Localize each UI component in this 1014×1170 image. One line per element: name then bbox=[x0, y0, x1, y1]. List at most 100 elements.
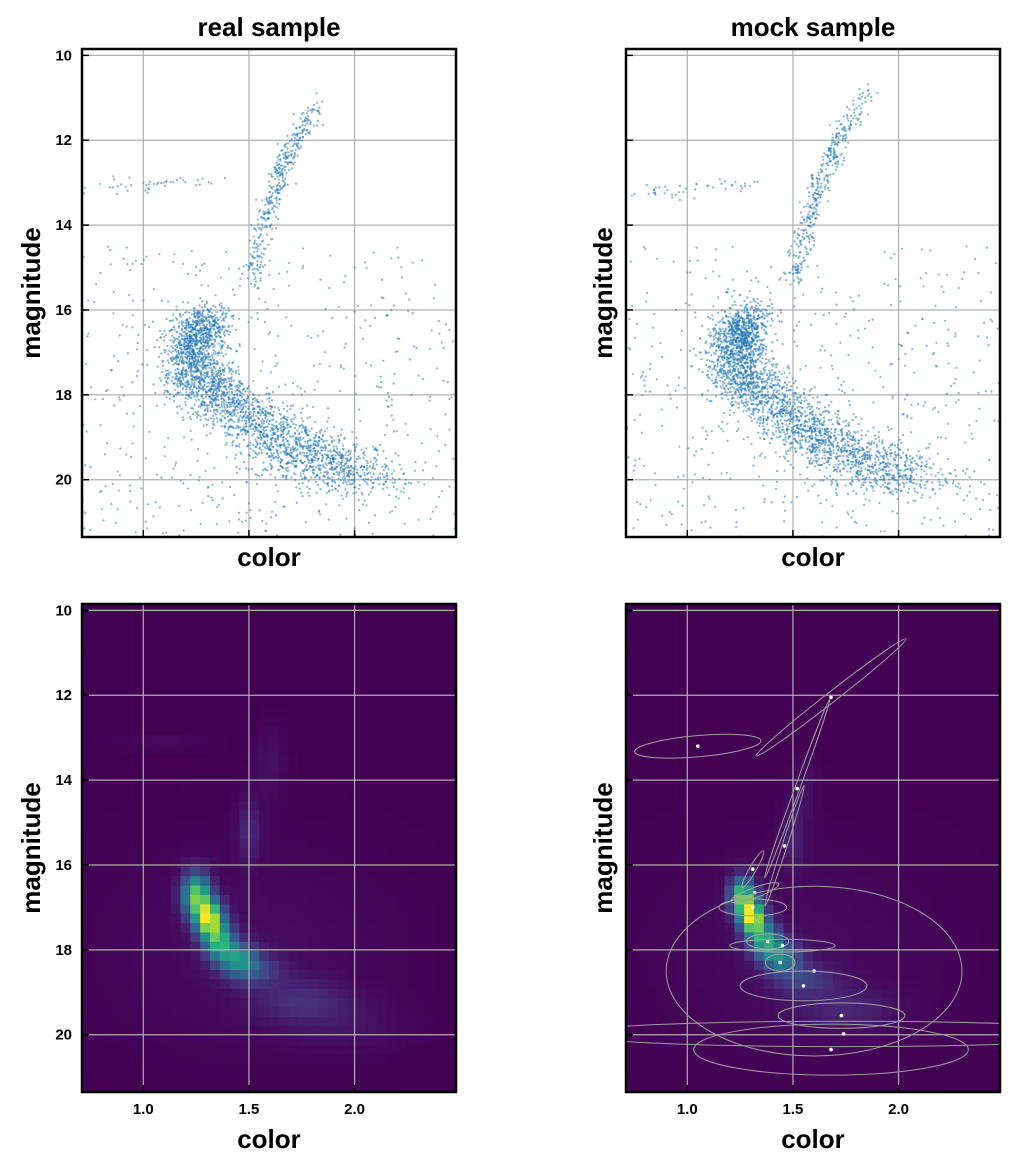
scatter-point bbox=[810, 387, 813, 390]
scatter-point bbox=[316, 124, 319, 127]
scatter-point bbox=[303, 454, 306, 457]
scatter-point bbox=[392, 418, 395, 421]
scatter-point bbox=[142, 181, 145, 184]
scatter-point bbox=[278, 174, 281, 177]
scatter-point bbox=[868, 499, 871, 502]
scatter-point bbox=[276, 163, 279, 167]
scatter-point bbox=[276, 187, 279, 190]
scatter-point bbox=[210, 316, 213, 319]
scatter-point bbox=[297, 433, 301, 436]
scatter-point bbox=[224, 413, 227, 416]
scatter-point bbox=[271, 228, 274, 231]
scatter-point bbox=[183, 337, 187, 340]
scatter-point bbox=[287, 446, 290, 449]
scatter-point bbox=[330, 454, 333, 457]
scatter-point bbox=[363, 465, 366, 468]
scatter-point bbox=[784, 405, 788, 408]
scatter-point bbox=[263, 435, 266, 438]
scatter-point bbox=[252, 412, 255, 415]
scatter-point bbox=[340, 494, 343, 497]
scatter-point bbox=[348, 466, 351, 469]
scatter-point bbox=[309, 462, 312, 465]
scatter-point bbox=[196, 310, 199, 313]
scatter-point bbox=[734, 303, 737, 306]
scatter-point bbox=[717, 358, 720, 361]
scatter-point bbox=[205, 349, 208, 352]
scatter-point bbox=[763, 371, 766, 374]
scatter-point bbox=[808, 420, 811, 423]
scatter-point bbox=[272, 457, 275, 460]
scatter-point bbox=[202, 335, 205, 338]
scatter-point bbox=[214, 294, 217, 297]
scatter-point bbox=[194, 311, 197, 314]
scatter-point bbox=[819, 401, 822, 404]
scatter-point bbox=[275, 216, 278, 219]
scatter-point bbox=[258, 405, 261, 408]
scatter-point bbox=[780, 401, 784, 404]
scatter-point bbox=[920, 475, 923, 478]
scatter-point bbox=[294, 182, 298, 185]
scatter-point bbox=[442, 379, 445, 382]
scatter-point bbox=[879, 476, 882, 479]
scatter-point bbox=[394, 505, 397, 509]
scatter-point bbox=[306, 442, 309, 445]
scatter-point bbox=[355, 436, 358, 439]
scatter-point bbox=[327, 476, 330, 479]
scatter-point bbox=[710, 334, 713, 337]
scatter-point bbox=[262, 419, 266, 423]
scatter-point bbox=[218, 389, 221, 393]
scatter-point bbox=[761, 373, 764, 376]
scatter-point bbox=[787, 425, 790, 428]
scatter-point bbox=[173, 388, 177, 391]
scatter-point bbox=[188, 311, 191, 314]
scatter-point bbox=[225, 250, 228, 254]
scatter-point bbox=[255, 473, 259, 476]
scatter-point bbox=[808, 408, 812, 411]
scatter-point bbox=[193, 395, 196, 398]
scatter-point bbox=[268, 400, 271, 403]
scatter-point bbox=[217, 398, 220, 402]
scatter-point bbox=[184, 353, 188, 356]
scatter-point bbox=[195, 386, 198, 389]
scatter-point bbox=[318, 513, 322, 516]
scatter-point bbox=[282, 467, 285, 470]
scatter-point bbox=[152, 383, 155, 386]
scatter-point bbox=[217, 342, 220, 345]
scatter-point bbox=[779, 408, 782, 411]
scatter-point bbox=[188, 394, 191, 397]
scatter-point bbox=[317, 119, 320, 122]
scatter-point bbox=[210, 338, 213, 341]
scatter-point bbox=[386, 392, 389, 395]
scatter-point bbox=[384, 475, 387, 478]
scatter-point bbox=[402, 472, 406, 475]
scatter-point bbox=[832, 449, 835, 452]
scatter-point bbox=[814, 432, 818, 435]
scatter-point bbox=[762, 343, 765, 347]
scatter-point bbox=[296, 154, 299, 157]
scatter-point bbox=[270, 434, 273, 437]
scatter-point bbox=[758, 372, 762, 375]
scatter-point bbox=[108, 186, 112, 189]
scatter-point bbox=[196, 412, 199, 415]
scatter-point bbox=[301, 130, 304, 133]
scatter-point bbox=[392, 430, 396, 433]
scatter-point bbox=[760, 354, 763, 357]
scatter-point bbox=[154, 391, 157, 395]
scatter-point bbox=[198, 364, 201, 367]
scatter-point bbox=[871, 463, 874, 466]
scatter-point bbox=[158, 346, 161, 349]
scatter-point bbox=[171, 334, 174, 337]
scatter-point bbox=[312, 103, 315, 107]
scatter-point bbox=[356, 443, 359, 446]
scatter-point bbox=[290, 476, 293, 479]
scatter-point bbox=[210, 331, 213, 334]
scatter-point bbox=[243, 402, 246, 405]
scatter-point bbox=[869, 448, 872, 451]
scatter-point bbox=[688, 349, 692, 352]
scatter-point bbox=[763, 400, 766, 404]
scatter-point bbox=[817, 408, 821, 411]
scatter-point bbox=[202, 323, 205, 327]
scatter-point bbox=[348, 483, 351, 486]
scatter-point bbox=[270, 405, 273, 408]
